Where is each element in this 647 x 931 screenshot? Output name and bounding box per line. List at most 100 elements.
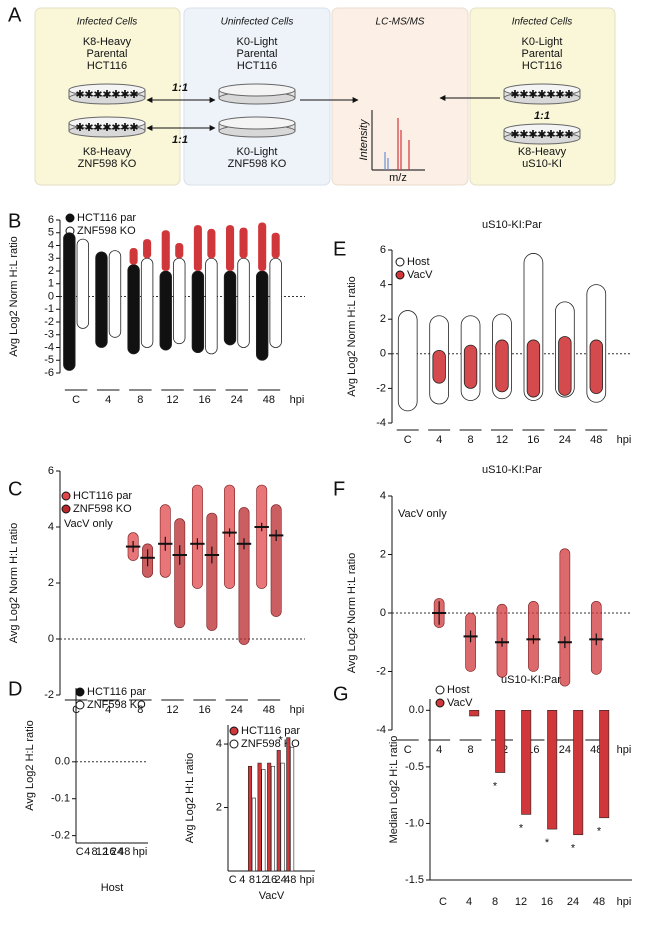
- y-tick-label: 4: [216, 738, 222, 750]
- x-tick-label: C: [439, 896, 447, 908]
- y-tick-label: -3: [44, 329, 54, 341]
- y-tick-label: 4: [380, 490, 386, 502]
- chart-title: uS10-KI:Par: [482, 464, 542, 476]
- virus-icon: ✱: [111, 89, 120, 101]
- swarm-range: [140, 257, 154, 348]
- panel-letter: A: [8, 4, 22, 26]
- legend-label: VacV: [407, 269, 433, 281]
- y-axis-label: Avg Log2 H:L ratio: [24, 720, 36, 811]
- infected-range: [225, 225, 235, 271]
- swarm-range: [237, 257, 250, 348]
- panel-letter: D: [8, 678, 22, 700]
- swarm-range: [495, 339, 509, 393]
- legend-marker: [395, 270, 405, 280]
- x-tick-label: 24: [111, 846, 123, 858]
- point-range: [174, 518, 186, 629]
- virus-icon: ✱: [93, 122, 102, 134]
- virus-icon: ✱: [129, 89, 138, 101]
- y-tick-label: 4: [380, 279, 386, 291]
- cell-label: K8-Heavy: [83, 146, 132, 158]
- infected-range: [258, 222, 267, 271]
- swarm-range: [191, 270, 205, 353]
- swarm-range: [173, 257, 186, 345]
- y-tick-label: -6: [44, 367, 54, 379]
- chart-title: uS10-KI:Par: [501, 674, 561, 686]
- x-unit: hpi: [290, 394, 305, 406]
- x-tick-label: 24: [231, 704, 243, 716]
- legend-marker: [395, 257, 405, 267]
- cell-label: ZNF598 KO: [228, 158, 287, 170]
- virus-icon: ✱: [546, 89, 555, 101]
- swarm-range: [463, 344, 478, 389]
- virus-icon: ✱: [75, 89, 84, 101]
- y-tick-label: 3: [48, 252, 54, 264]
- ratio-label: 1:1: [172, 134, 188, 146]
- y-tick-label: -0.2: [51, 830, 70, 842]
- cell-label: uS10-KI: [522, 158, 562, 170]
- legend-marker: [435, 685, 445, 695]
- bar: [290, 746, 295, 872]
- virus-icon: ✱: [102, 89, 111, 101]
- virus-icon: ✱: [129, 122, 138, 134]
- legend-label: ZNF598 KO: [87, 699, 146, 711]
- dish: [503, 123, 581, 137]
- legend-marker: [229, 726, 239, 736]
- x-tick-label: 48: [284, 874, 296, 886]
- legend-marker: [61, 504, 71, 514]
- bar: [495, 710, 506, 773]
- x-axis-label: VacV: [259, 890, 285, 902]
- virus-icon: ✱: [564, 89, 573, 101]
- significance-mark: *: [571, 843, 576, 855]
- bar: [270, 765, 276, 872]
- point-range: [559, 548, 571, 687]
- x-tick-label: 48: [593, 896, 605, 908]
- legend-label: HCT116 par: [77, 212, 136, 224]
- virus-icon: ✱: [510, 89, 519, 101]
- x-axis-label: Host: [101, 882, 124, 894]
- y-tick-label: 0: [380, 348, 386, 360]
- cell-label: ZNF598 KO: [78, 158, 137, 170]
- virus-icon: ✱: [564, 129, 573, 141]
- y-tick-label: 0.0: [409, 704, 424, 716]
- bar: [257, 762, 262, 872]
- x-tick-label: 12: [96, 846, 108, 858]
- chart-title: uS10-KI:Par: [482, 219, 542, 231]
- point-range: [256, 484, 268, 589]
- ratio-label: 1:1: [534, 110, 550, 122]
- y-tick-label: -2: [376, 382, 386, 394]
- bar: [469, 710, 480, 717]
- x-unit: hpi: [300, 874, 315, 886]
- box-heading: Infected Cells: [77, 17, 138, 28]
- cell-label: HCT116: [237, 60, 277, 72]
- legend-marker: [65, 213, 75, 223]
- y-tick-label: -0.1: [51, 793, 70, 805]
- dish: [218, 83, 296, 97]
- swarm-range: [127, 264, 140, 355]
- cell-label: K0-Light: [522, 36, 563, 48]
- y-tick-label: 4: [48, 239, 54, 251]
- note: VacV only: [64, 518, 113, 530]
- swarm-range: [589, 339, 603, 394]
- legend-marker: [75, 700, 85, 710]
- x-unit: hpi: [617, 434, 632, 446]
- y-tick-label: -4: [376, 417, 386, 429]
- x-tick-label: 4: [436, 744, 442, 756]
- virus-icon: ✱: [84, 122, 93, 134]
- y-axis-label: Avg Log2 Norm H:L ratio: [8, 523, 20, 643]
- point-range: [206, 512, 218, 631]
- infected-range: [175, 242, 184, 259]
- cell-label: K0-Light: [237, 36, 278, 48]
- swarm-range: [269, 257, 282, 348]
- x-tick-label: 16: [527, 434, 539, 446]
- x-tick-label: 24: [275, 874, 287, 886]
- y-tick-label: 2: [216, 801, 222, 813]
- x-tick-label: 4: [105, 704, 111, 716]
- virus-icon: ✱: [519, 129, 528, 141]
- infected-range: [239, 227, 248, 259]
- x-tick-label: 4: [105, 394, 111, 406]
- y-tick-label: -5: [44, 354, 54, 366]
- x-tick-label: 8: [137, 394, 143, 406]
- legend-label: Host: [407, 256, 430, 268]
- y-tick-label: -2: [376, 665, 386, 677]
